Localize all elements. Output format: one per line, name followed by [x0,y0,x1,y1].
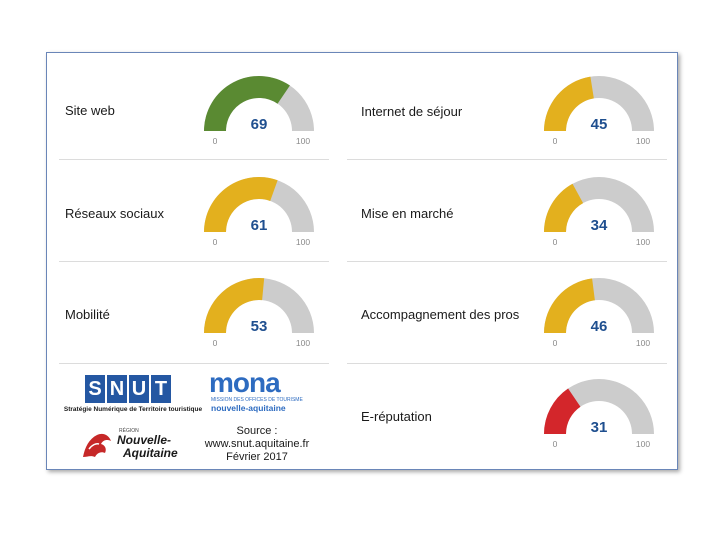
gauge-e-reputation: 31 0 100 [544,379,654,449]
snut-letter: T [151,375,171,403]
gauge-label-site-web: Site web [65,103,115,118]
gauge-value-arc [544,278,595,333]
snut-logo: S N U T Stratégie Numérique de Territoir… [63,375,203,417]
source-label: Source : [236,425,278,437]
lion-emblem-icon [83,433,111,457]
gauge-min-label: 0 [553,439,558,449]
gauge-value-label: 46 [591,318,608,335]
mona-tagline: MISSION DES OFFICES DE TOURISME [211,397,303,403]
source-note: Source : www.snut.aquitaine.fr Février 2… [197,425,317,464]
gauge-max-label: 100 [636,237,650,247]
gauge-min-label: 0 [553,136,558,146]
gauge-value-arc [544,183,584,232]
gauge-value-label: 61 [251,217,268,234]
gauge-max-label: 100 [636,338,650,348]
mona-logo: mona MISSION DES OFFICES DE TOURISME nou… [209,367,309,417]
gauge-value-arc [204,278,265,333]
region-small-label: RÉGION [119,428,139,434]
gauge-value-arc [204,177,278,232]
gauge-min-label: 0 [213,136,218,146]
region-name-line1: Nouvelle- [117,433,172,447]
row-divider [59,363,329,364]
gauge-reseaux-sociaux: 61 0 100 [204,177,314,247]
gauge-label-e-reputation: E-réputation [361,409,432,424]
gauge-value-label: 45 [591,116,608,133]
gauge-min-label: 0 [553,338,558,348]
snut-letter: N [107,375,127,403]
gauge-label-internet-de-sejour: Internet de séjour [361,104,463,119]
snut-letter: S [85,375,105,403]
gauge-value-label: 69 [251,116,268,133]
gauge-value-label: 34 [591,217,608,234]
gauge-label-mise-en-marche: Mise en marché [361,206,454,221]
snut-letter: U [129,375,149,403]
gauge-track [544,379,654,434]
gauge-min-label: 0 [553,237,558,247]
gauge-max-label: 100 [296,136,310,146]
snut-subtitle: Stratégie Numérique de Territoire touris… [63,406,203,413]
gauge-label-mobilite: Mobilité [65,307,110,322]
mona-region-text: nouvelle-aquitaine [211,403,286,413]
row-divider [59,159,329,160]
gauge-mise-en-marche: 34 0 100 [544,177,654,247]
gauge-value-arc [544,76,594,131]
gauge-max-label: 100 [636,439,650,449]
gauge-min-label: 0 [213,237,218,247]
row-divider [59,261,329,262]
dashboard-panel: Site web Internet de séjour Réseaux soci… [46,52,678,470]
row-divider [347,363,667,364]
gauge-internet-de-sejour: 45 0 100 [544,76,654,146]
source-date: Février 2017 [226,451,288,463]
gauge-label-reseaux-sociaux: Réseaux sociaux [65,206,164,221]
gauge-max-label: 100 [296,237,310,247]
region-nouvelle-aquitaine-logo: RÉGION Nouvelle- Aquitaine [79,427,179,465]
gauge-value-arc [204,76,290,131]
mona-wordmark: mona [209,367,281,398]
region-name-line2: Aquitaine [123,446,178,460]
row-divider [347,261,667,262]
gauge-max-label: 100 [636,136,650,146]
gauge-value-label: 31 [591,419,608,436]
gauge-max-label: 100 [296,338,310,348]
row-divider [347,159,667,160]
gauge-mobilite: 53 0 100 [204,278,314,348]
gauge-value-arc [544,388,581,434]
source-url: www.snut.aquitaine.fr [204,438,310,450]
gauge-min-label: 0 [213,338,218,348]
gauge-site-web: 69 0 100 [204,76,314,146]
gauge-value-label: 53 [251,318,268,335]
gauge-label-accompagnement-des-pros: Accompagnement des pros [361,307,520,322]
gauge-accompagnement-des-pros: 46 0 100 [544,278,654,348]
